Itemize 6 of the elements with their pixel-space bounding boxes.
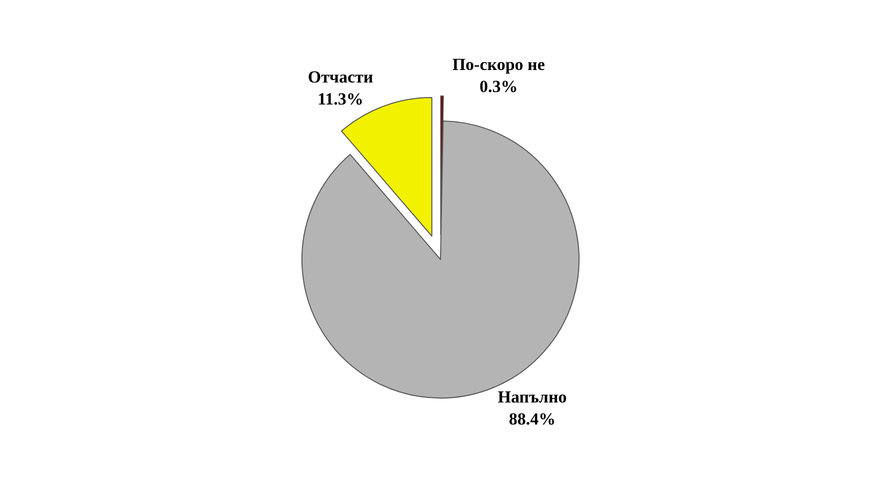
slice-label: Отчасти <box>308 68 374 87</box>
data-label: 0.3% <box>479 77 518 96</box>
slice-label: Напълно <box>498 388 567 407</box>
data-label: 88.4% <box>508 410 556 429</box>
data-label: 11.3% <box>318 90 364 109</box>
slice-label: По-скоро не <box>452 54 546 74</box>
